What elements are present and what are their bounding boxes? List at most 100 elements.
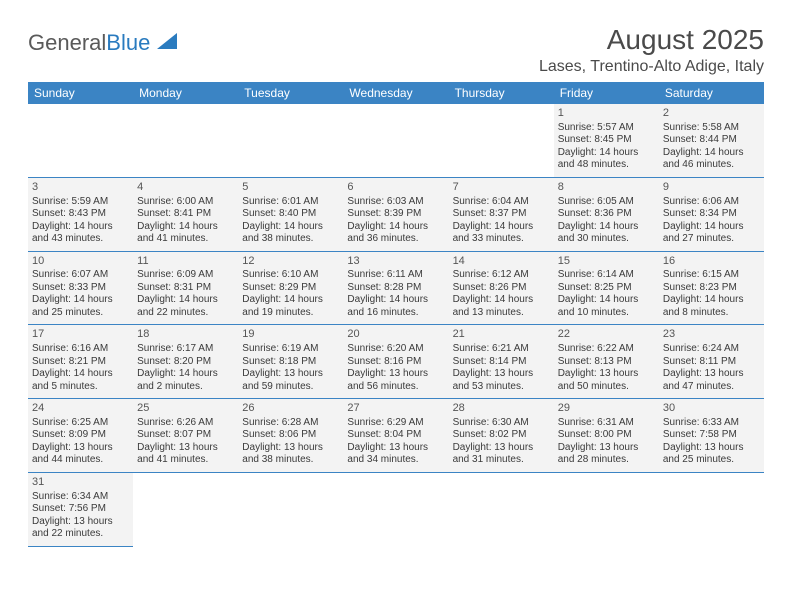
day-cell: 5Sunrise: 6:01 AMSunset: 8:40 PMDaylight…: [238, 177, 343, 251]
sunset-text: Sunset: 8:06 PM: [242, 429, 339, 442]
day-number: 31: [32, 476, 129, 490]
daylight-text: Daylight: 14 hours and 36 minutes.: [347, 221, 444, 246]
daylight-text: Daylight: 14 hours and 25 minutes.: [32, 294, 129, 319]
daylight-text: Daylight: 13 hours and 25 minutes.: [663, 442, 760, 467]
sunrise-text: Sunrise: 6:01 AM: [242, 196, 339, 209]
calendar-table: SundayMondayTuesdayWednesdayThursdayFrid…: [28, 82, 764, 547]
sunrise-text: Sunrise: 6:12 AM: [453, 269, 550, 282]
sunset-text: Sunset: 8:20 PM: [137, 356, 234, 369]
sunrise-text: Sunrise: 6:21 AM: [453, 343, 550, 356]
empty-cell: [449, 472, 554, 546]
sunset-text: Sunset: 8:39 PM: [347, 208, 444, 221]
day-cell: 8Sunrise: 6:05 AMSunset: 8:36 PMDaylight…: [554, 177, 659, 251]
daylight-text: Daylight: 13 hours and 56 minutes.: [347, 368, 444, 393]
calendar-week: 1Sunrise: 5:57 AMSunset: 8:45 PMDaylight…: [28, 104, 764, 177]
daylight-text: Daylight: 14 hours and 38 minutes.: [242, 221, 339, 246]
sunrise-text: Sunrise: 6:10 AM: [242, 269, 339, 282]
daylight-text: Daylight: 13 hours and 53 minutes.: [453, 368, 550, 393]
day-cell: 23Sunrise: 6:24 AMSunset: 8:11 PMDayligh…: [659, 325, 764, 399]
day-cell: 28Sunrise: 6:30 AMSunset: 8:02 PMDayligh…: [449, 399, 554, 473]
day-number: 27: [347, 402, 444, 416]
daylight-text: Daylight: 14 hours and 22 minutes.: [137, 294, 234, 319]
day-cell: 20Sunrise: 6:20 AMSunset: 8:16 PMDayligh…: [343, 325, 448, 399]
empty-cell: [133, 472, 238, 546]
day-number: 26: [242, 402, 339, 416]
sunrise-text: Sunrise: 6:33 AM: [663, 417, 760, 430]
daylight-text: Daylight: 13 hours and 28 minutes.: [558, 442, 655, 467]
day-cell: 19Sunrise: 6:19 AMSunset: 8:18 PMDayligh…: [238, 325, 343, 399]
empty-cell: [238, 104, 343, 177]
sunset-text: Sunset: 8:29 PM: [242, 282, 339, 295]
empty-cell: [343, 472, 448, 546]
day-header: Monday: [133, 82, 238, 104]
day-cell: 29Sunrise: 6:31 AMSunset: 8:00 PMDayligh…: [554, 399, 659, 473]
day-cell: 6Sunrise: 6:03 AMSunset: 8:39 PMDaylight…: [343, 177, 448, 251]
calendar-body: 1Sunrise: 5:57 AMSunset: 8:45 PMDaylight…: [28, 104, 764, 546]
sunset-text: Sunset: 8:37 PM: [453, 208, 550, 221]
day-cell: 7Sunrise: 6:04 AMSunset: 8:37 PMDaylight…: [449, 177, 554, 251]
sunset-text: Sunset: 8:43 PM: [32, 208, 129, 221]
sunset-text: Sunset: 8:04 PM: [347, 429, 444, 442]
day-cell: 21Sunrise: 6:21 AMSunset: 8:14 PMDayligh…: [449, 325, 554, 399]
sunset-text: Sunset: 8:41 PM: [137, 208, 234, 221]
sunrise-text: Sunrise: 6:17 AM: [137, 343, 234, 356]
sunset-text: Sunset: 8:00 PM: [558, 429, 655, 442]
sunset-text: Sunset: 8:33 PM: [32, 282, 129, 295]
day-number: 3: [32, 181, 129, 195]
sunrise-text: Sunrise: 6:06 AM: [663, 196, 760, 209]
sunrise-text: Sunrise: 6:09 AM: [137, 269, 234, 282]
daylight-text: Daylight: 14 hours and 2 minutes.: [137, 368, 234, 393]
day-number: 15: [558, 255, 655, 269]
day-cell: 10Sunrise: 6:07 AMSunset: 8:33 PMDayligh…: [28, 251, 133, 325]
daylight-text: Daylight: 14 hours and 33 minutes.: [453, 221, 550, 246]
sunrise-text: Sunrise: 6:11 AM: [347, 269, 444, 282]
day-number: 1: [558, 107, 655, 121]
day-number: 28: [453, 402, 550, 416]
sunset-text: Sunset: 8:23 PM: [663, 282, 760, 295]
sunset-text: Sunset: 8:13 PM: [558, 356, 655, 369]
sunset-text: Sunset: 7:58 PM: [663, 429, 760, 442]
day-number: 30: [663, 402, 760, 416]
day-cell: 15Sunrise: 6:14 AMSunset: 8:25 PMDayligh…: [554, 251, 659, 325]
day-number: 2: [663, 107, 760, 121]
day-header: Friday: [554, 82, 659, 104]
sunset-text: Sunset: 8:11 PM: [663, 356, 760, 369]
sunrise-text: Sunrise: 6:20 AM: [347, 343, 444, 356]
sunrise-text: Sunrise: 6:26 AM: [137, 417, 234, 430]
sunrise-text: Sunrise: 6:22 AM: [558, 343, 655, 356]
sunset-text: Sunset: 8:44 PM: [663, 134, 760, 147]
empty-cell: [659, 472, 764, 546]
daylight-text: Daylight: 14 hours and 13 minutes.: [453, 294, 550, 319]
day-cell: 24Sunrise: 6:25 AMSunset: 8:09 PMDayligh…: [28, 399, 133, 473]
day-header: Saturday: [659, 82, 764, 104]
sunset-text: Sunset: 8:36 PM: [558, 208, 655, 221]
sunset-text: Sunset: 8:14 PM: [453, 356, 550, 369]
day-cell: 16Sunrise: 6:15 AMSunset: 8:23 PMDayligh…: [659, 251, 764, 325]
day-cell: 27Sunrise: 6:29 AMSunset: 8:04 PMDayligh…: [343, 399, 448, 473]
sunset-text: Sunset: 8:45 PM: [558, 134, 655, 147]
sunset-text: Sunset: 8:31 PM: [137, 282, 234, 295]
sunset-text: Sunset: 8:34 PM: [663, 208, 760, 221]
sunset-text: Sunset: 8:16 PM: [347, 356, 444, 369]
day-header: Tuesday: [238, 82, 343, 104]
day-header: Sunday: [28, 82, 133, 104]
sunset-text: Sunset: 8:40 PM: [242, 208, 339, 221]
daylight-text: Daylight: 14 hours and 43 minutes.: [32, 221, 129, 246]
sunrise-text: Sunrise: 6:30 AM: [453, 417, 550, 430]
calendar-week: 24Sunrise: 6:25 AMSunset: 8:09 PMDayligh…: [28, 399, 764, 473]
day-cell: 9Sunrise: 6:06 AMSunset: 8:34 PMDaylight…: [659, 177, 764, 251]
sail-icon: [156, 30, 178, 56]
daylight-text: Daylight: 13 hours and 41 minutes.: [137, 442, 234, 467]
daylight-text: Daylight: 14 hours and 8 minutes.: [663, 294, 760, 319]
day-number: 21: [453, 328, 550, 342]
calendar-week: 10Sunrise: 6:07 AMSunset: 8:33 PMDayligh…: [28, 251, 764, 325]
day-number: 19: [242, 328, 339, 342]
sunrise-text: Sunrise: 5:58 AM: [663, 122, 760, 135]
calendar-week: 17Sunrise: 6:16 AMSunset: 8:21 PMDayligh…: [28, 325, 764, 399]
day-number: 9: [663, 181, 760, 195]
daylight-text: Daylight: 14 hours and 10 minutes.: [558, 294, 655, 319]
day-cell: 3Sunrise: 5:59 AMSunset: 8:43 PMDaylight…: [28, 177, 133, 251]
day-number: 7: [453, 181, 550, 195]
daylight-text: Daylight: 14 hours and 16 minutes.: [347, 294, 444, 319]
daylight-text: Daylight: 13 hours and 34 minutes.: [347, 442, 444, 467]
